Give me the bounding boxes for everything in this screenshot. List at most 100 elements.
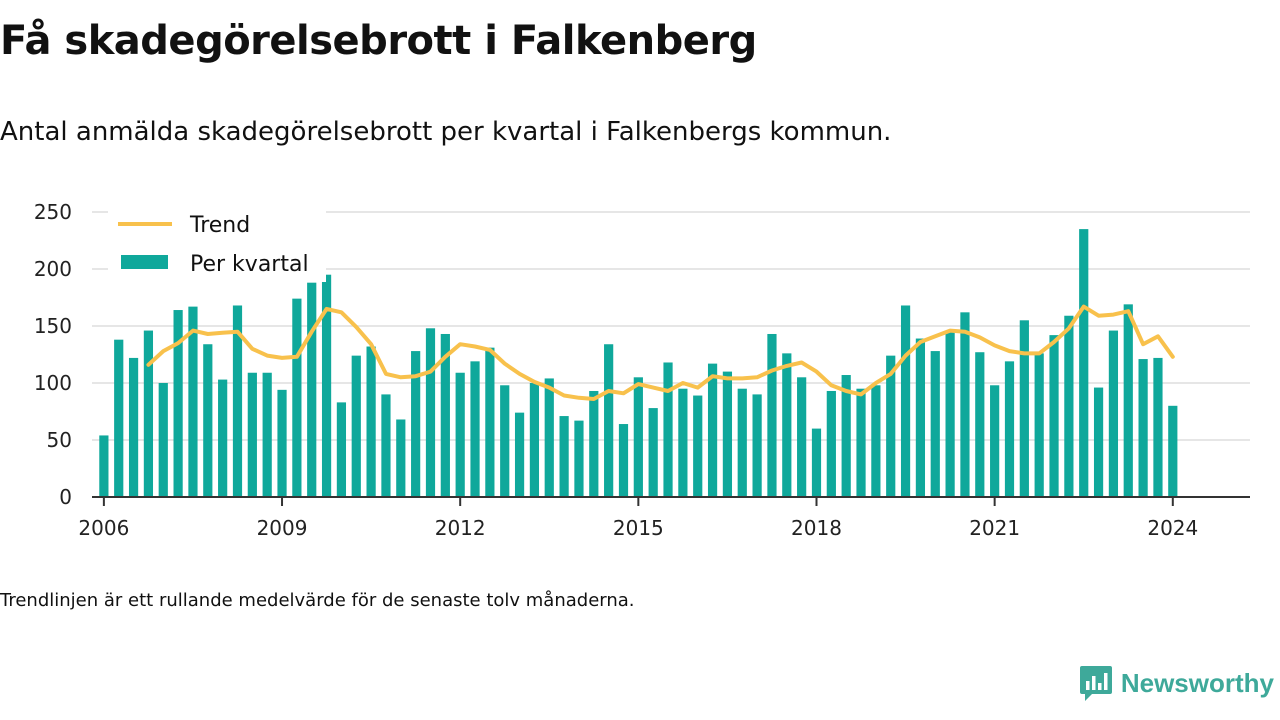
- bar-58: [960, 312, 970, 497]
- bar-2: [128, 357, 139, 497]
- bar-45: [767, 333, 777, 497]
- y-tick-label-150: 150: [34, 314, 72, 338]
- legend-bar-swatch: [121, 255, 168, 269]
- bar-19: [381, 394, 391, 497]
- bar-23: [440, 333, 450, 497]
- x-tick-label-2006: 2006: [78, 516, 129, 540]
- bar-66: [1079, 229, 1089, 497]
- footnote: Trendlinjen är ett rullande medelvärde f…: [0, 590, 635, 611]
- legend-label-per-kvartal: Per kvartal: [190, 252, 309, 277]
- bar-46: [782, 353, 792, 497]
- chart-subtitle: Antal anmälda skadegörelsebrott per kvar…: [0, 117, 892, 147]
- bar-64: [1049, 335, 1059, 497]
- trend-line: [146, 304, 1175, 401]
- bar-59: [975, 352, 985, 497]
- bar-72: [1168, 405, 1178, 497]
- bar-38: [663, 362, 673, 497]
- bar-1: [114, 339, 124, 497]
- legend: Trend Per kvartal: [108, 210, 326, 282]
- bar-71: [1153, 357, 1163, 497]
- bar-60: [990, 385, 1000, 497]
- bar-69: [1123, 304, 1133, 497]
- bar-10: [247, 372, 257, 497]
- bar-63: [1034, 353, 1044, 497]
- bar-18: [366, 346, 376, 497]
- bar-21: [411, 351, 421, 497]
- bar-6: [188, 306, 198, 497]
- y-tick-label-50: 50: [47, 428, 72, 452]
- bar-25: [470, 361, 480, 497]
- bar-56: [930, 351, 940, 497]
- bar-68: [1108, 330, 1119, 497]
- bar-50: [841, 375, 851, 497]
- y-tick-label-100: 100: [34, 371, 72, 395]
- x-tick-label-2018: 2018: [791, 516, 842, 540]
- bar-20: [396, 419, 406, 497]
- bar-9: [232, 305, 243, 497]
- y-tick-label-0: 0: [59, 485, 72, 509]
- x-tick-label-2012: 2012: [435, 516, 486, 540]
- x-tick-label-2009: 2009: [257, 516, 308, 540]
- bar-40: [693, 395, 703, 497]
- bar-53: [886, 355, 896, 497]
- bar-41: [707, 363, 718, 497]
- x-tick-label-2024: 2024: [1147, 516, 1198, 540]
- bar-24: [455, 372, 465, 497]
- bar-70: [1138, 359, 1148, 497]
- bar-8: [218, 379, 228, 497]
- x-tick-label-2021: 2021: [969, 516, 1020, 540]
- bar-61: [1004, 361, 1015, 497]
- bar-62: [1019, 320, 1029, 497]
- bar-4: [158, 383, 168, 497]
- bar-13: [292, 298, 302, 497]
- x-axis-ticks: 2006 2009 2012 2015 2018 2021 2024: [78, 497, 1198, 540]
- chart-title: Få skadegörelsebrott i Falkenberg: [0, 18, 757, 64]
- bar-49: [826, 390, 836, 497]
- bar-7: [203, 344, 213, 497]
- bar-54: [900, 305, 911, 497]
- y-tick-label-250: 250: [34, 200, 72, 224]
- bar-31: [559, 416, 569, 497]
- bar-30: [544, 378, 554, 497]
- bar-36: [633, 377, 643, 497]
- bar-39: [678, 388, 688, 497]
- legend-label-trend: Trend: [189, 213, 250, 238]
- bar-17: [351, 355, 361, 497]
- bar-67: [1093, 387, 1104, 497]
- bar-27: [500, 385, 510, 497]
- bar-57: [945, 331, 955, 497]
- bar-chart-icon: [1079, 666, 1112, 701]
- bar-35: [618, 424, 629, 497]
- bar-12: [277, 389, 287, 497]
- bar-47: [797, 377, 807, 497]
- bar-55: [915, 338, 926, 497]
- y-tick-label-200: 200: [34, 257, 72, 281]
- bar-33: [589, 390, 599, 497]
- bar-44: [752, 394, 762, 497]
- brand-logo: Newsworthy: [1079, 664, 1274, 702]
- bar-14: [307, 282, 317, 497]
- bar-37: [648, 408, 658, 497]
- bar-34: [604, 344, 614, 497]
- y-axis-ticks: 0 50 100 150 200 250: [34, 200, 72, 509]
- x-tick-label-2015: 2015: [613, 516, 664, 540]
- bar-26: [485, 347, 495, 497]
- brand-name: Newsworthy: [1120, 667, 1274, 698]
- bar-0: [99, 435, 109, 497]
- bar-51: [856, 388, 866, 497]
- bar-5: [173, 310, 183, 497]
- bar-48: [811, 428, 822, 497]
- bar-32: [574, 420, 584, 497]
- bar-3: [143, 330, 154, 497]
- bar-15: [321, 274, 332, 497]
- bar-11: [262, 372, 272, 497]
- bar-29: [529, 383, 540, 497]
- bar-42: [722, 371, 733, 497]
- bar-22: [425, 328, 436, 497]
- bar-28: [514, 412, 525, 497]
- chart: 0 50 100 150 200 250 2006 2009 2012 2015 2018 2021…: [34, 200, 1250, 540]
- bar-series-per-kvartal: [99, 229, 1178, 497]
- bar-43: [737, 388, 747, 497]
- bar-65: [1064, 315, 1074, 497]
- bar-16: [336, 402, 347, 497]
